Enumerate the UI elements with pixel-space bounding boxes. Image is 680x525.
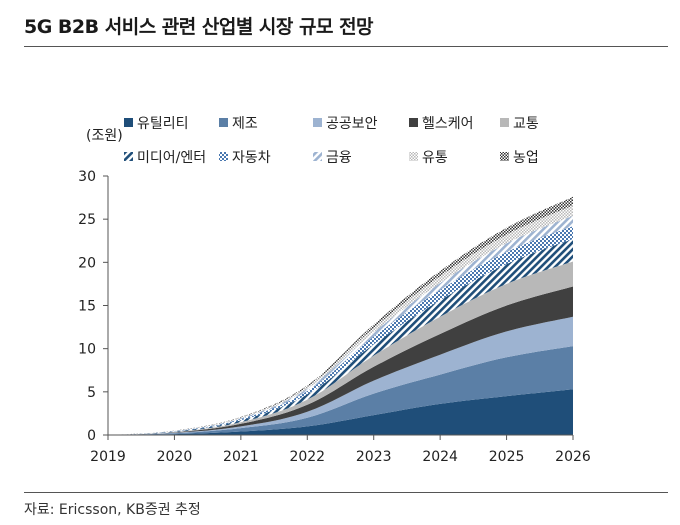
legend-item: 유통 [409,150,448,166]
area-series-7 [108,226,573,435]
chart-title: 5G B2B 서비스 관련 산업별 시장 규모 전망 [24,16,374,38]
y-tick-label: 5 [87,385,96,401]
area-series-4 [108,286,573,435]
y-axis-label: (조원) [86,128,123,144]
legend-item: 헬스케어 [409,116,474,132]
y-tick-label: 10 [78,342,96,358]
legend-item: 교통 [500,116,539,132]
legend-label: 유통 [422,150,448,166]
y-tick-label: 30 [78,169,96,185]
area-series-10 [108,196,573,435]
legend-item: 유틸리티 [124,116,189,132]
legend-item: 미디어/엔터 [124,150,206,166]
legend-label: 교통 [513,116,539,132]
source-note: 자료: Ericsson, KB증권 추정 [24,502,201,518]
footer-divider [24,492,668,493]
legend-item: 공공보안 [313,116,378,132]
x-tick-label: 2024 [422,449,458,465]
legend-swatch [409,118,418,127]
x-tick-label: 2020 [157,449,193,465]
legend-label: 유틸리티 [137,116,189,132]
legend-swatch [500,118,509,127]
legend-swatch [409,152,418,161]
legend-swatch [313,152,322,161]
legend-label: 헬스케어 [422,116,474,132]
area-series-1 [108,389,573,435]
x-tick-label: 2023 [356,449,392,465]
x-tick-label: 2021 [223,449,259,465]
legend-label: 공공보안 [326,116,378,132]
legend-item: 농업 [500,150,539,166]
legend-swatch [219,152,228,161]
area-series-2 [108,346,573,435]
x-tick-label: 2022 [289,449,325,465]
y-tick-label: 15 [78,299,96,315]
legend-swatch [313,118,322,127]
x-tick-label: 2025 [489,449,525,465]
x-tick-label: 2019 [90,449,126,465]
legend-label: 농업 [513,150,539,166]
legend-swatch [500,152,509,161]
legend-label: 자동차 [232,150,271,166]
area-series-3 [108,316,573,435]
y-tick-label: 20 [78,255,96,271]
legend-label: 제조 [232,116,258,132]
x-tick-label: 2026 [555,449,591,465]
y-tick-label: 25 [78,212,96,228]
title-divider [24,46,668,47]
legend-swatch [219,118,228,127]
area-series-9 [108,205,573,435]
area-series-8 [108,215,573,435]
legend-swatch [124,118,133,127]
legend-item: 자동차 [219,150,271,166]
legend-item: 금융 [313,150,352,166]
legend-label: 미디어/엔터 [137,150,206,166]
y-tick-label: 0 [87,428,96,444]
area-series-6 [108,239,573,435]
legend-swatch [124,152,133,161]
area-series-group [108,196,573,435]
legend-label: 금융 [326,150,352,166]
area-series-5 [108,261,573,435]
legend-item: 제조 [219,116,258,132]
